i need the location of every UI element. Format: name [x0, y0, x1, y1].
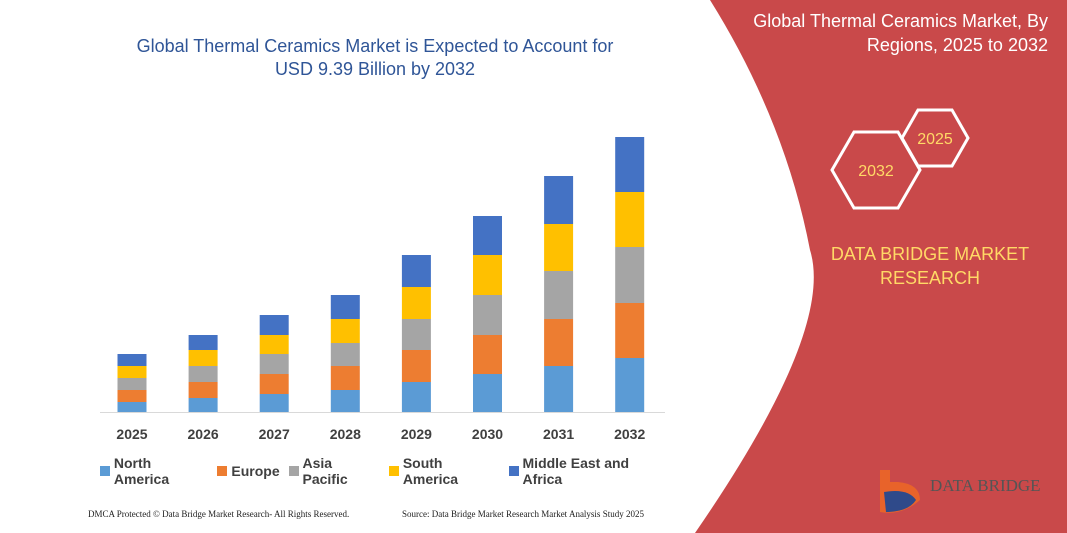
bar-segment	[401, 319, 431, 350]
bar-segment	[117, 366, 147, 378]
bar-segment	[615, 192, 645, 247]
x-tick-label: 2030	[472, 426, 503, 442]
legend-swatch	[508, 466, 519, 476]
hexagon	[830, 130, 922, 210]
logo-icon	[880, 470, 920, 513]
x-tick-label: 2032	[614, 426, 645, 442]
bar-segment	[330, 319, 360, 343]
bar-segment	[188, 398, 218, 412]
legend-item: South America	[388, 455, 500, 487]
bar-segment	[259, 315, 289, 335]
bar-segment	[401, 287, 431, 319]
bar-segment	[401, 382, 431, 412]
bar-segment	[473, 374, 502, 412]
bar-segment	[615, 247, 645, 303]
bar-segment	[401, 255, 431, 287]
x-tick-label: 2027	[259, 426, 290, 442]
side-panel	[695, 0, 1067, 533]
bar-segment	[401, 350, 431, 382]
bar-segment	[188, 382, 218, 398]
x-tick-label: 2028	[330, 426, 361, 442]
bar-segment	[615, 137, 645, 192]
x-tick-label: 2026	[188, 426, 219, 442]
brand: DATA BRIDGE MARKET RESEARCH	[830, 244, 1030, 288]
hex-label: 2032	[858, 163, 894, 180]
legend-item: North America	[100, 455, 208, 487]
bar-segment	[330, 295, 360, 319]
bar-segment	[544, 319, 574, 366]
bar-segment	[188, 335, 218, 350]
bar-segment	[473, 255, 502, 295]
bar-segment	[473, 295, 502, 335]
legend-label: South America	[402, 455, 459, 487]
bar-segment	[330, 343, 360, 366]
bar-segment	[544, 366, 574, 412]
bar-segment	[330, 390, 360, 412]
legend-item: Europe	[217, 455, 280, 487]
bar-segment	[259, 335, 289, 354]
legend-label: Europe	[231, 463, 280, 479]
legend: North America Europe Asia Pacific South Ame…	[100, 455, 670, 487]
legend-swatch	[217, 466, 228, 476]
footer-right: Source: Data Bridge Market Research Mark…	[402, 509, 644, 519]
bar-segment	[188, 366, 218, 382]
legend-item: Asia Pacific	[288, 455, 380, 487]
legend-item: Middle East and Africa	[508, 455, 670, 487]
panel-title: Global Thermal Ceramics Market, By Regio…	[753, 11, 1048, 55]
bar-segment	[544, 224, 574, 271]
footer-left: DMCA Protected © Data Bridge Market Rese…	[88, 509, 350, 519]
bar-segment	[117, 354, 147, 366]
x-tick-label: 2025	[116, 426, 147, 442]
chart-title: Global Thermal Ceramics Market is Expect…	[136, 36, 614, 79]
x-tick-label: 2029	[401, 426, 432, 442]
bar-segment	[117, 378, 147, 390]
x-tick-label: 2031	[543, 426, 574, 442]
legend-label: Asia Pacific	[302, 455, 348, 487]
bar-segment	[544, 271, 574, 319]
bar-segment	[615, 303, 645, 358]
bar-segment	[615, 358, 645, 412]
hex-label: 2025	[917, 131, 953, 148]
legend-label: Middle East and Africa	[522, 455, 630, 487]
bar-segment	[117, 390, 147, 402]
bar-segment	[188, 350, 218, 366]
legend-label: North America	[113, 455, 170, 487]
bar-segment	[259, 374, 289, 394]
bar-segment	[473, 216, 502, 255]
bar-segment	[117, 402, 147, 412]
bar-segment	[259, 354, 289, 374]
legend-swatch	[388, 466, 399, 476]
legend-swatch	[100, 466, 110, 476]
hexagon	[900, 108, 970, 168]
logo-text: DATA BRIDGE	[930, 476, 1041, 495]
legend-swatch	[288, 466, 299, 476]
bar-segment	[544, 176, 574, 224]
bar-segment	[330, 366, 360, 390]
bar-segment	[259, 394, 289, 412]
bar-segment	[473, 335, 502, 374]
